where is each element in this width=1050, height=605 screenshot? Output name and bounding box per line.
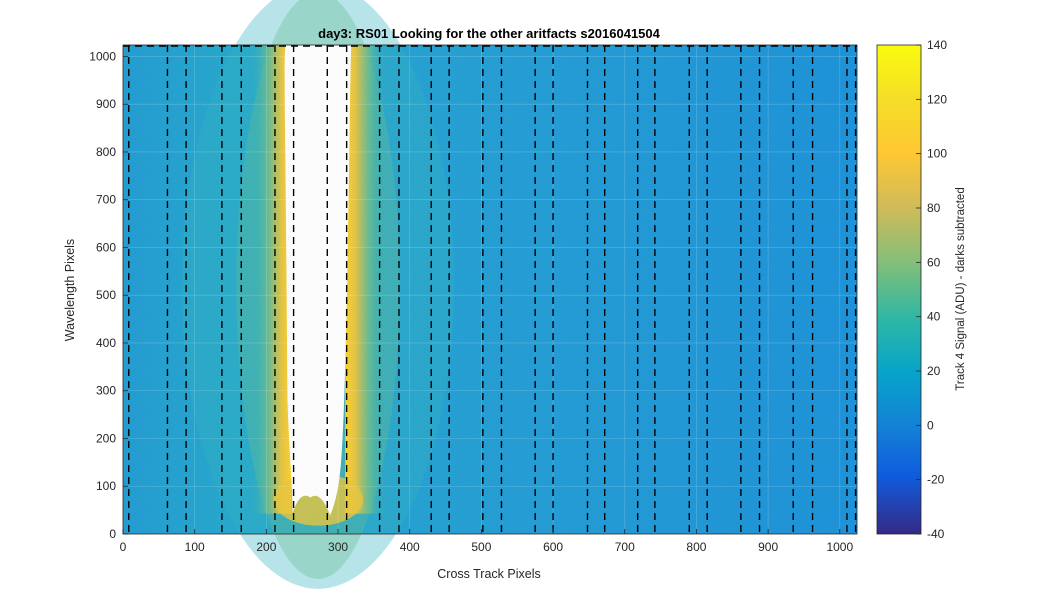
colorbar-tick-label: 100: [927, 147, 947, 161]
axes: 0 100 200 300 400 500 600 700 800 900 1000 0 100 200 3…: [89, 44, 858, 554]
x-axis-label: Cross Track Pixels: [437, 567, 541, 581]
colorbar-tick-label: 0: [927, 418, 934, 432]
colorbar-tick-label: 20: [927, 364, 941, 378]
colorbar-tick-label: -20: [927, 473, 945, 487]
y-tick-label: 300: [96, 384, 116, 398]
x-tick-label: 0: [120, 540, 127, 554]
colorbar: -40 -20 0 20 40 60 80 100 120 140 Track 4 Signal …: [876, 38, 967, 541]
y-tick-label: 600: [96, 240, 116, 254]
x-tick-label: 800: [686, 540, 706, 554]
x-tick-label: 700: [615, 540, 635, 554]
x-tick-label: 900: [758, 540, 778, 554]
colorbar-tick-label: 60: [927, 255, 941, 269]
x-tick-label: 200: [256, 540, 276, 554]
chart-title: day3: RS01 Looking for the other aritfac…: [318, 26, 661, 41]
plot-area: [122, 0, 857, 589]
y-tick-label: 1000: [89, 49, 116, 63]
colorbar-gradient: [876, 44, 922, 535]
colorbar-label: Track 4 Signal (ADU) - darks subtracted: [955, 187, 967, 390]
x-tick-label: 300: [328, 540, 348, 554]
x-tick-label: 600: [543, 540, 563, 554]
y-tick-label: 100: [96, 479, 116, 493]
y-tick-label: 700: [96, 193, 116, 207]
y-tick-label: 0: [109, 527, 116, 541]
y-tick-label: 200: [96, 431, 116, 445]
heatmap-noise: [123, 45, 857, 534]
x-tick-label: 500: [471, 540, 491, 554]
colorbar-tick-label: 80: [927, 201, 941, 215]
x-tick-label: 400: [400, 540, 420, 554]
x-tick-label: 1000: [826, 540, 853, 554]
colorbar-tick-label: 120: [927, 92, 947, 106]
colorbar-tick-label: 140: [927, 38, 947, 52]
y-tick-label: 900: [96, 97, 116, 111]
y-tick-label: 400: [96, 336, 116, 350]
y-tick-label: 500: [96, 288, 116, 302]
colorbar-ticks: -40 -20 0 20 40 60 80 100 120 140: [916, 38, 947, 541]
colorbar-tick-label: -40: [927, 527, 945, 541]
y-axis-label: Wavelength Pixels: [63, 239, 77, 341]
colorbar-tick-label: 40: [927, 310, 941, 324]
y-tick-label: 800: [96, 145, 116, 159]
x-tick-label: 100: [185, 540, 205, 554]
axes-frame: [122, 44, 858, 535]
